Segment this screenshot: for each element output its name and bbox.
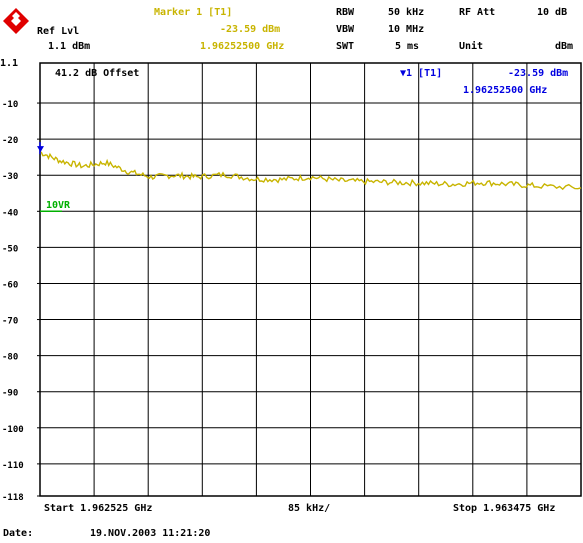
swt-label: SWT	[336, 41, 355, 52]
y-tick-label: -110	[2, 461, 24, 471]
y-tick-label: -30	[2, 172, 18, 182]
rf-att-value: 10 dB	[537, 7, 568, 18]
offset-text: 41.2 dB Offset	[55, 68, 140, 79]
display-line-label: 10VR	[46, 200, 71, 211]
stop-frequency: Stop 1.963475 GHz	[453, 503, 556, 514]
date-value: 19.NOV.2003 11:21:20	[90, 528, 211, 539]
date-label: Date:	[3, 528, 34, 539]
y-tick-label: -20	[2, 136, 18, 146]
plot-marker-frequency: 1.96252500 GHz	[463, 85, 548, 96]
y-tick-label: -10	[2, 100, 18, 110]
start-frequency: Start 1.962525 GHz	[44, 503, 153, 514]
marker-frequency: 1.96252500 GHz	[200, 41, 285, 52]
rbw-value: 50 kHz	[388, 7, 425, 18]
trace-line	[39, 151, 582, 191]
rf-att-label: RF Att	[459, 7, 496, 18]
y-tick-label: -90	[2, 389, 18, 399]
vbw-value: 10 MHz	[388, 24, 425, 35]
y-tick-label: -118	[2, 493, 24, 503]
y-tick-label: -100	[2, 425, 24, 435]
rohde-schwarz-logo-icon	[3, 8, 29, 34]
y-tick-label: -50	[2, 244, 18, 254]
y-tick-label: -80	[2, 353, 18, 363]
ref-lvl-label: Ref Lvl	[37, 26, 80, 37]
vbw-label: VBW	[336, 24, 355, 35]
unit-value: dBm	[555, 41, 574, 52]
marker-label: ▼1 [T1]	[400, 68, 443, 79]
ref-lvl-value: 1.1 dBm	[48, 41, 91, 52]
y-tick-label: -40	[2, 208, 18, 218]
unit-label: Unit	[459, 41, 484, 52]
ref-level-axis-label: 1.1	[0, 58, 19, 69]
marker-level: -23.59 dBm	[220, 24, 281, 35]
marker-title: Marker 1 [T1]	[154, 7, 233, 18]
y-tick-label: -60	[2, 280, 18, 290]
span-per-division: 85 kHz/	[288, 503, 331, 514]
y-tick-label: -70	[2, 317, 18, 327]
plot-marker-level: -23.59 dBm	[508, 68, 569, 79]
rbw-label: RBW	[336, 7, 355, 18]
swt-value: 5 ms	[395, 41, 420, 52]
